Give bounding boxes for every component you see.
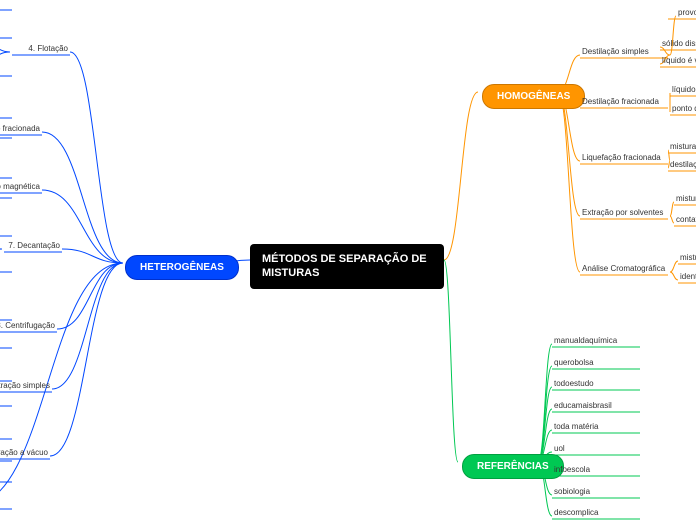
grand-homogeneas-0-2: líquido é vol bbox=[662, 56, 696, 65]
child-heterogeneas-4: 8. Centrifugação bbox=[0, 321, 55, 330]
child-heterogeneas-2: 6. Separação magnética bbox=[0, 182, 40, 191]
child-referencias-1: querobolsa bbox=[554, 358, 674, 367]
branch-referencias[interactable]: REFERÊNCIAS bbox=[462, 454, 564, 479]
grand-homogeneas-2-1: destilaçã bbox=[670, 160, 696, 169]
grand-homogeneas-1-0: líquido di bbox=[672, 85, 696, 94]
child-referencias-5: uol bbox=[554, 444, 674, 453]
child-referencias-4: toda matéria bbox=[554, 422, 674, 431]
child-referencias-7: sobiologia bbox=[554, 487, 674, 496]
child-homogeneas-0: Destilação simples bbox=[582, 47, 696, 56]
child-referencias-6: infoescola bbox=[554, 465, 674, 474]
child-homogeneas-4: Análise Cromatográfica bbox=[582, 264, 696, 273]
grand-homogeneas-4-0: mistu bbox=[680, 253, 696, 262]
child-heterogeneas-1: 5. Dissolução fracionada bbox=[0, 124, 40, 133]
branch-homogeneas[interactable]: HOMOGÊNEAS bbox=[482, 84, 585, 109]
child-referencias-2: todoestudo bbox=[554, 379, 674, 388]
child-heterogeneas-0: 4. Flotação bbox=[0, 44, 68, 53]
child-heterogeneas-6: 10. Filtração a vácuo bbox=[0, 448, 48, 457]
grand-homogeneas-3-1: contato bbox=[676, 215, 696, 224]
grand-homogeneas-1-1: ponto d bbox=[672, 104, 696, 113]
child-referencias-3: educamaisbrasil bbox=[554, 401, 674, 410]
child-heterogeneas-5: 9. Filtração simples bbox=[0, 381, 50, 390]
branch-heterogeneas[interactable]: HETEROGÊNEAS bbox=[125, 255, 239, 280]
child-referencias-8: descomplica bbox=[554, 508, 674, 517]
grand-homogeneas-2-0: mistura d bbox=[670, 142, 696, 151]
grand-homogeneas-0-0: provo bbox=[678, 8, 696, 17]
grand-homogeneas-4-1: identif bbox=[680, 272, 696, 281]
grand-homogeneas-0-1: sólido dissol bbox=[662, 39, 696, 48]
child-heterogeneas-3: 7. Decantação bbox=[0, 241, 60, 250]
center-node: MÉTODOS DE SEPARAÇÃO DE MISTURAS bbox=[250, 244, 444, 289]
grand-homogeneas-3-0: mistura bbox=[676, 194, 696, 203]
child-referencias-0: manualdaquímica bbox=[554, 336, 674, 345]
